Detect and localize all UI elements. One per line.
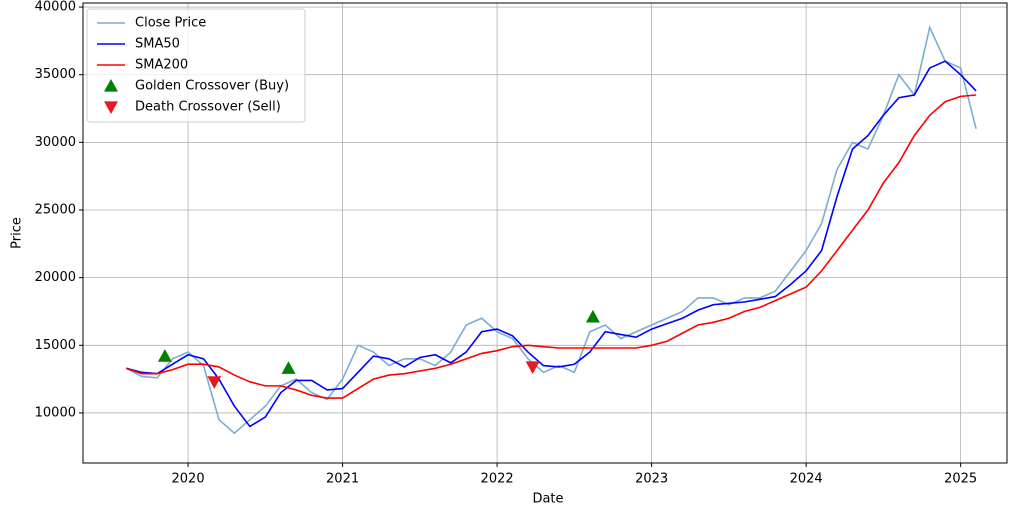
marker — [281, 361, 296, 374]
legend-label: Death Crossover (Sell) — [135, 100, 281, 115]
axes-frame — [82, 2, 1008, 464]
x-tick-label: 2023 — [635, 472, 668, 487]
legend-label: Golden Crossover (Buy) — [135, 79, 289, 94]
x-axis-label: Date — [532, 492, 563, 507]
legend-box — [86, 8, 306, 123]
legend-label: SMA50 — [135, 37, 180, 52]
y-tick-label: 30000 — [35, 135, 76, 150]
plot-area — [83, 3, 1007, 463]
x-tick-label: 2022 — [481, 472, 514, 487]
x-tick-label: 2020 — [172, 472, 205, 487]
y-tick-label: 20000 — [35, 270, 76, 285]
x-tick-label: 2024 — [790, 472, 823, 487]
line — [125, 24, 977, 435]
marker — [585, 309, 600, 323]
y-tick-label: 35000 — [35, 67, 76, 82]
y-tick-label: 15000 — [35, 338, 76, 353]
y-tick-label: 25000 — [35, 203, 76, 218]
legend-swatch — [104, 101, 118, 114]
marker — [157, 349, 172, 362]
y-tick-label: 10000 — [35, 405, 76, 420]
x-tick-label: 2025 — [944, 472, 977, 487]
line — [126, 60, 977, 428]
legend-label: Close Price — [135, 16, 206, 31]
line — [125, 94, 977, 399]
legend-swatch — [104, 79, 118, 92]
legend-label: SMA200 — [135, 58, 188, 73]
y-tick-label: 40000 — [35, 0, 76, 15]
marker — [525, 361, 540, 374]
y-axis-label: Price — [10, 217, 25, 249]
x-tick-label: 2021 — [326, 472, 359, 487]
marker — [207, 376, 222, 389]
